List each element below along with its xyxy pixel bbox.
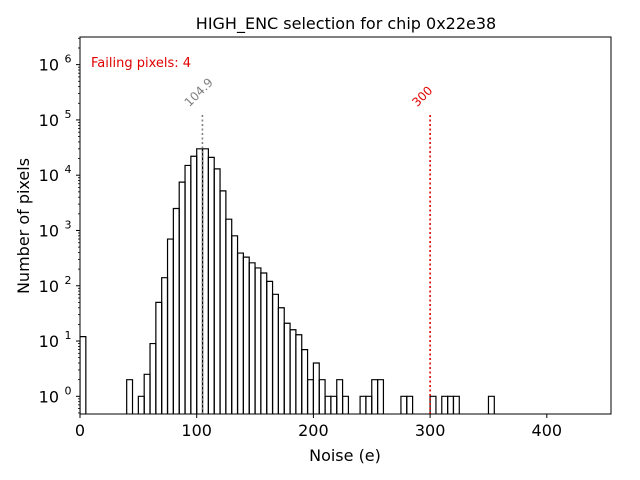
histogram-bin <box>260 272 268 414</box>
histogram-bin <box>184 164 192 414</box>
histogram-bin <box>487 395 495 414</box>
histogram-bin <box>289 329 297 414</box>
histogram-bin <box>236 252 244 414</box>
histogram-bin <box>161 277 169 414</box>
y-axis: 10 0 10 1 10 2 10 3 10 4 10 5 10 6 <box>39 37 80 414</box>
histogram-bin <box>231 235 239 414</box>
histogram-bin <box>324 395 332 414</box>
histogram-bin <box>365 395 373 414</box>
plot-frame <box>79 36 612 415</box>
y-tick-exponent: 5 <box>65 108 72 121</box>
y-tick-label: 10 <box>39 387 59 406</box>
histogram-bin <box>336 379 344 414</box>
x-tick-label: 0 <box>75 421 85 440</box>
histogram-bin <box>225 218 233 414</box>
histogram-bin <box>248 262 256 414</box>
histogram-bin <box>429 395 437 414</box>
y-tick-exponent: 0 <box>65 384 72 397</box>
failing-pixels-annotation: Failing pixels: 4 <box>91 56 191 71</box>
histogram-bin <box>371 379 379 414</box>
histogram-bin <box>207 156 215 414</box>
y-tick-label: 10 <box>39 221 59 240</box>
histogram-bin <box>452 395 460 414</box>
histogram-bin <box>283 322 291 414</box>
histogram-bin <box>406 395 414 414</box>
histogram-bin <box>254 267 262 414</box>
y-tick-exponent: 6 <box>65 53 72 66</box>
histogram-bin <box>266 280 274 414</box>
x-tick-label: 400 <box>532 421 563 440</box>
histogram-bin <box>447 395 455 414</box>
y-tick-label: 10 <box>39 332 59 351</box>
histogram-bin <box>330 395 338 414</box>
histogram-bin <box>172 207 180 414</box>
x-tick-label: 300 <box>415 421 446 440</box>
histogram-bin <box>277 307 285 414</box>
histogram-bin <box>155 301 163 414</box>
histogram-bin <box>149 342 157 414</box>
histogram-bin <box>178 181 186 414</box>
chart-title: HIGH_ENC selection for chip 0x22e38 <box>196 14 496 34</box>
histogram-bin <box>219 190 227 414</box>
x-axis: 0 100 200 300 400 <box>75 414 562 440</box>
histogram-bin <box>271 293 279 414</box>
histogram-bin <box>80 336 87 414</box>
plot-area: 104.9 300 <box>80 75 495 414</box>
y-tick-exponent: 3 <box>65 218 72 231</box>
histogram-bin <box>376 379 385 414</box>
y-tick-exponent: 2 <box>65 274 72 287</box>
histogram-bin <box>201 148 209 414</box>
histogram-bin <box>359 395 367 414</box>
threshold-label: 300 <box>409 83 435 109</box>
y-tick-label: 10 <box>39 166 59 185</box>
y-tick-label: 10 <box>39 56 59 75</box>
histogram-bin <box>213 168 221 414</box>
histogram-bin <box>441 395 449 414</box>
y-tick-label: 10 <box>39 277 59 296</box>
x-axis-label: Noise (e) <box>309 446 381 465</box>
histogram-bin <box>400 395 408 414</box>
x-tick-label: 200 <box>298 421 329 440</box>
histogram-bin <box>341 395 350 414</box>
y-axis-label: Number of pixels <box>14 158 33 294</box>
y-tick-label: 10 <box>39 111 59 130</box>
x-tick-label: 100 <box>181 421 212 440</box>
histogram-bin <box>242 256 250 414</box>
histogram-bin <box>166 238 174 414</box>
threshold-label: 104.9 <box>182 75 216 109</box>
histogram-bin <box>137 395 145 414</box>
histogram-bin <box>190 155 198 414</box>
y-tick-exponent: 4 <box>65 163 72 176</box>
y-tick-exponent: 1 <box>65 329 72 342</box>
histogram-bin <box>143 373 151 414</box>
histogram-bin <box>126 379 134 414</box>
